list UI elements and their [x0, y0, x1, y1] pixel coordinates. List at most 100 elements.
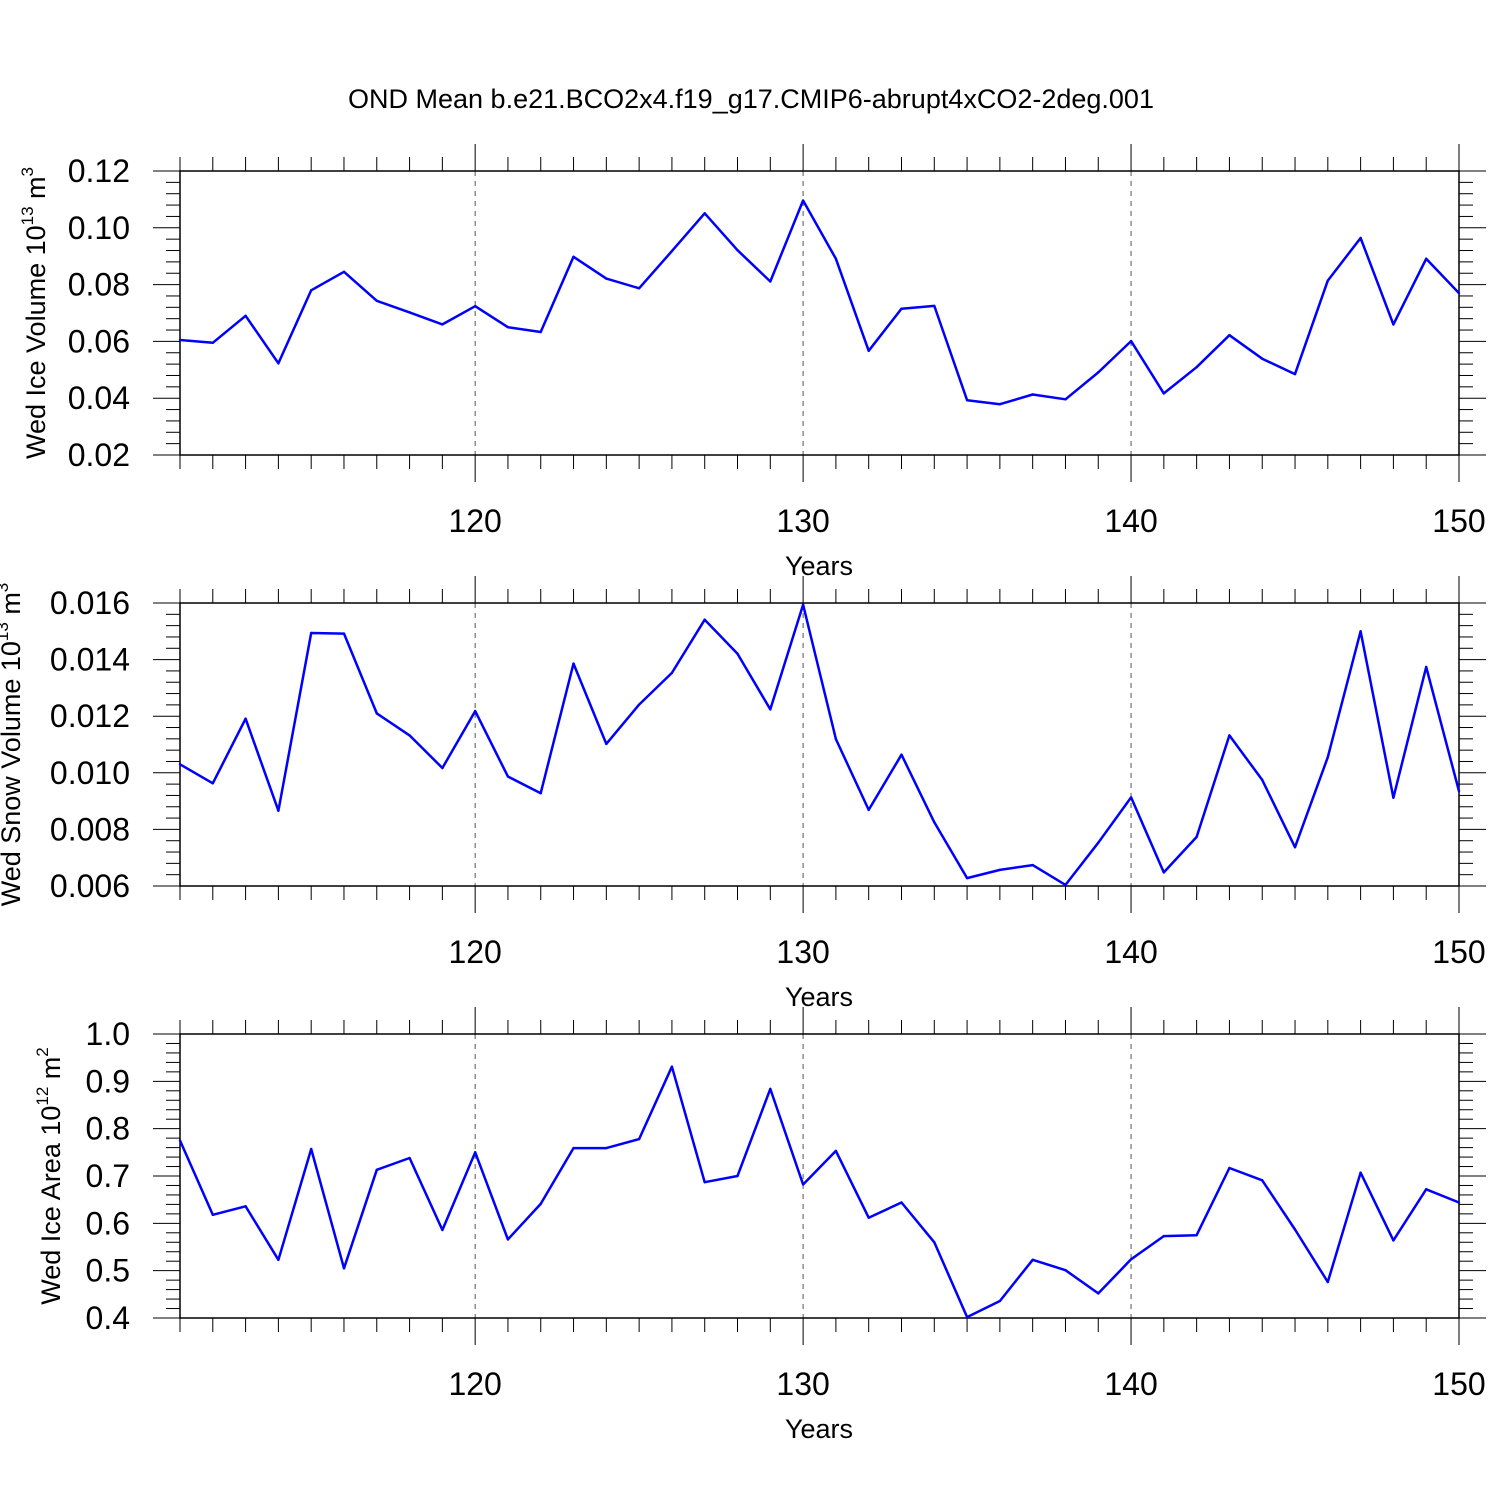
- data-point: [1129, 796, 1133, 799]
- y-tick-label: 0.016: [50, 585, 130, 621]
- x-axis-label: Years: [785, 1414, 853, 1444]
- x-tick-label: 130: [776, 934, 829, 970]
- data-point: [178, 338, 182, 342]
- y-tick-label: 0.8: [86, 1111, 130, 1147]
- data-point: [900, 1201, 903, 1204]
- data-point: [375, 299, 378, 302]
- data-point: [1097, 371, 1100, 374]
- y-tick-label: 1.0: [86, 1016, 130, 1052]
- data-point: [244, 717, 247, 720]
- y-axis-label-unit_exp: 3: [18, 167, 37, 176]
- y-tick-label: 0.4: [86, 1300, 130, 1336]
- data-point: [670, 1065, 674, 1068]
- data-point: [408, 311, 411, 314]
- data-point: [703, 1180, 706, 1184]
- data-point: [1195, 835, 1198, 839]
- data-point: [637, 703, 641, 706]
- y-axis-label-text: Wed Ice Volume 10: [21, 225, 51, 459]
- data-point: [1064, 1268, 1067, 1272]
- plot-frame: [179, 1033, 1460, 1319]
- x-tick-label: 120: [448, 934, 501, 970]
- data-point: [1326, 279, 1330, 282]
- y-tick-label: 0.08: [68, 267, 130, 303]
- y-tick-label: 0.008: [50, 811, 130, 847]
- data-point: [1425, 257, 1428, 260]
- series-line: [179, 603, 1461, 887]
- data-point: [867, 349, 870, 352]
- panels: 120 130 140 150 Years 0.02 0.04 0.06 0.08 0.10 0.1…: [0, 144, 1486, 1444]
- data-point: [1097, 1292, 1100, 1295]
- y-axis-label-unit_exp: 3: [0, 583, 12, 592]
- data-point: [605, 277, 608, 280]
- data-point: [900, 307, 903, 310]
- data-point: [473, 304, 477, 308]
- data-point: [834, 737, 838, 741]
- y-axis-label: Wed Ice Volume 1013 m3: [18, 167, 51, 459]
- data-point: [178, 763, 182, 766]
- data-point: [736, 652, 739, 655]
- data-point: [342, 270, 346, 274]
- data-point: [1195, 366, 1198, 369]
- data-point: [1031, 863, 1034, 867]
- y-tick-label: 0.12: [68, 153, 130, 189]
- data-point: [1326, 756, 1330, 759]
- y-tick-label: 0.010: [50, 755, 130, 791]
- data-point: [211, 1213, 214, 1217]
- data-point: [539, 330, 542, 334]
- data-point: [769, 280, 772, 283]
- x-tick-label: 150: [1432, 1366, 1485, 1402]
- data-point: [1261, 357, 1264, 360]
- data-point: [441, 323, 444, 326]
- x-axis-label: Years: [785, 551, 853, 581]
- y-axis-label-exp: 13: [0, 622, 12, 641]
- plot-frame: [179, 170, 1460, 456]
- data-point: [1457, 291, 1461, 295]
- data-point: [637, 287, 641, 290]
- data-point: [1228, 333, 1231, 337]
- data-point: [1457, 1201, 1461, 1204]
- data-point: [572, 1146, 575, 1150]
- data-point: [933, 1241, 936, 1244]
- series-line: [179, 199, 1460, 406]
- data-point: [506, 775, 510, 778]
- y-tick-label: 0.012: [50, 698, 130, 734]
- data-point: [1425, 665, 1428, 669]
- data-point: [965, 1315, 969, 1319]
- data-point: [1359, 1171, 1362, 1174]
- data-point: [1293, 1228, 1297, 1231]
- y-tick-label: 0.7: [86, 1158, 130, 1194]
- data-point: [244, 314, 247, 318]
- data-point: [1129, 339, 1133, 343]
- data-point: [965, 398, 969, 402]
- data-point: [1195, 1233, 1198, 1237]
- data-point: [408, 1156, 411, 1160]
- x-tick-label: 140: [1104, 1366, 1157, 1402]
- data-point: [342, 1267, 346, 1270]
- data-point: [1097, 841, 1100, 844]
- panel-2: 120 130 140 150 Years 0.006 0.008 0.010 0.012 0.0…: [0, 576, 1486, 1012]
- data-point: [703, 618, 706, 621]
- data-point: [375, 1168, 378, 1172]
- data-point: [506, 1238, 510, 1241]
- data-point: [998, 402, 1002, 406]
- data-point: [539, 791, 542, 795]
- data-point: [1326, 1280, 1330, 1284]
- y-tick-label: 0.06: [68, 323, 130, 359]
- y-tick-label: 0.5: [86, 1253, 130, 1289]
- data-point: [1392, 1239, 1395, 1242]
- y-axis-label-unit: m: [21, 176, 51, 206]
- x-tick-label: 150: [1432, 503, 1485, 539]
- y-axis-label-text: Wed Ice Area 10: [36, 1106, 66, 1305]
- x-tick-label: 140: [1104, 503, 1157, 539]
- data-point: [933, 304, 936, 308]
- data-point: [309, 1147, 313, 1151]
- data-point: [801, 1183, 805, 1186]
- data-point: [1261, 1179, 1264, 1182]
- data-point: [441, 1228, 444, 1232]
- data-point: [375, 712, 378, 715]
- y-axis-label-unit: m: [36, 1057, 66, 1087]
- data-point: [1359, 236, 1362, 240]
- data-point: [1162, 871, 1166, 874]
- y-tick-label: 0.006: [50, 868, 130, 904]
- data-point: [539, 1202, 542, 1206]
